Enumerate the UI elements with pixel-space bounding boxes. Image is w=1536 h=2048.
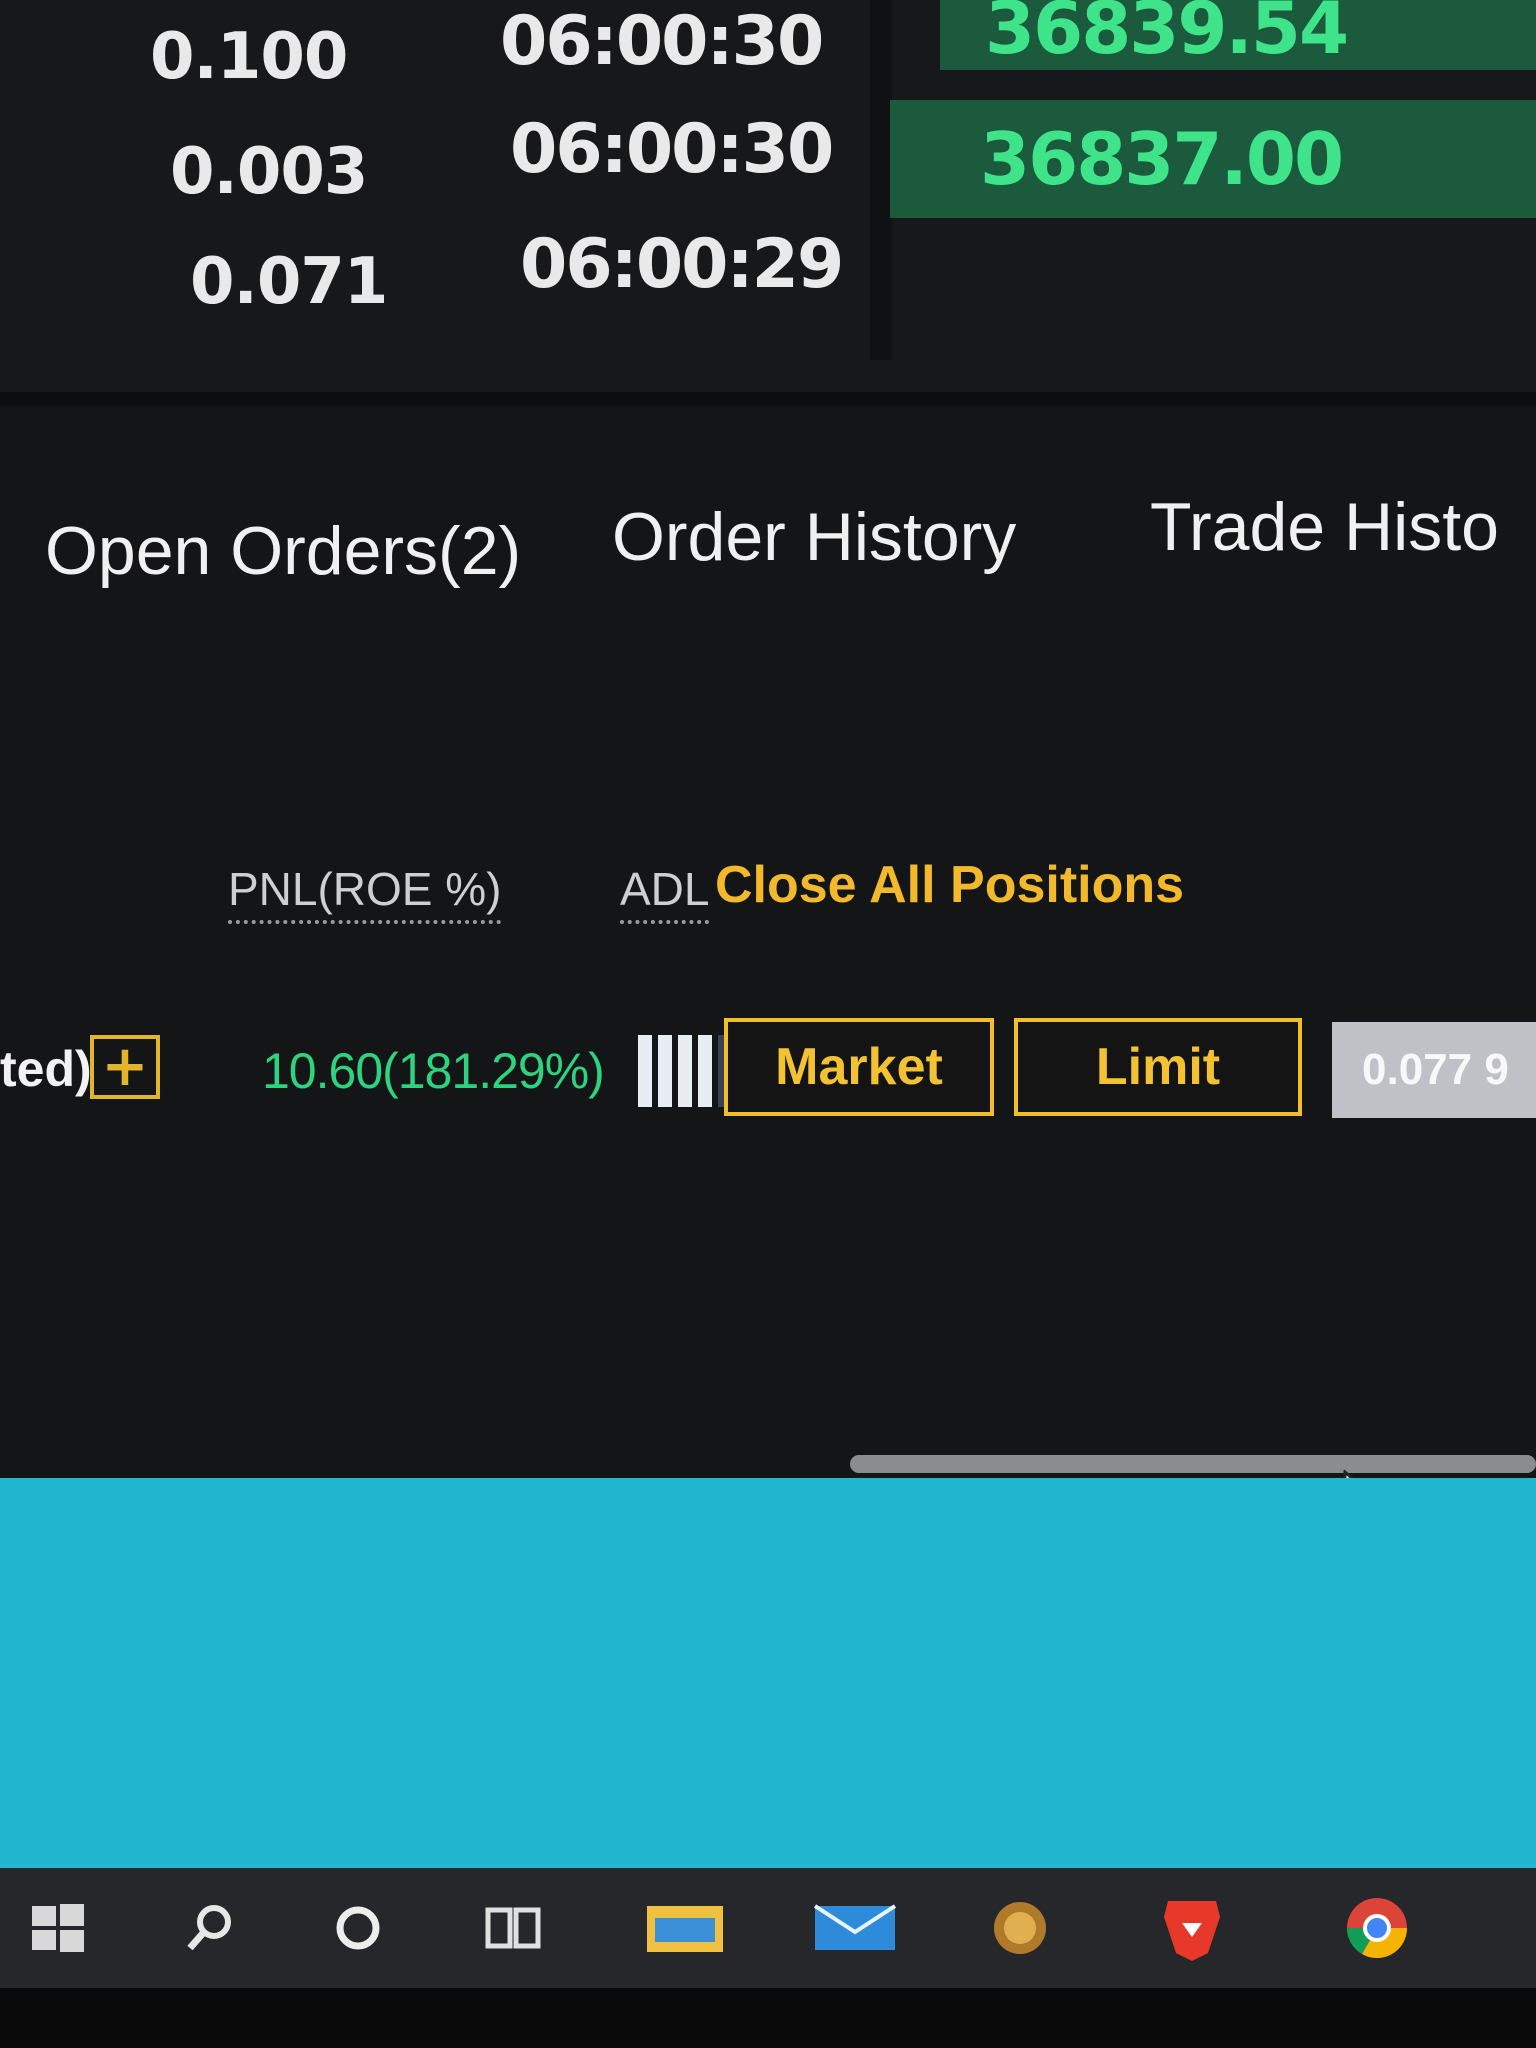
- adl-column-header[interactable]: ADL: [620, 862, 710, 924]
- desktop-background: [0, 1478, 1536, 1868]
- section-divider: [0, 392, 1536, 406]
- price-value: 36837.00: [980, 117, 1344, 201]
- trade-time: 06:00:29: [520, 225, 844, 304]
- adl-bar: [658, 1035, 672, 1107]
- trade-qty: 0.071: [190, 245, 388, 319]
- windows-taskbar: [0, 1868, 1536, 1988]
- close-price-input[interactable]: 0.077 9: [1332, 1022, 1536, 1118]
- brave-browser-icon[interactable]: [1152, 1888, 1232, 1968]
- market-close-label: Market: [775, 1038, 943, 1096]
- file-explorer-icon[interactable]: [640, 1888, 730, 1968]
- tab-trade-history[interactable]: Trade Histo: [1150, 489, 1499, 565]
- monitor-bezel: [0, 1988, 1536, 2048]
- plus-icon: +: [101, 1034, 149, 1099]
- trade-qty: 0.100: [150, 20, 348, 94]
- pnl-column-header[interactable]: PNL(ROE %): [228, 862, 502, 924]
- cortana-icon[interactable]: [318, 1888, 398, 1968]
- position-pnl: 10.60(181.29%): [262, 1043, 605, 1099]
- market-close-button[interactable]: Market: [724, 1018, 994, 1116]
- windows-start-icon[interactable]: [18, 1888, 98, 1968]
- trade-time: 06:00:30: [500, 2, 824, 81]
- limit-close-button[interactable]: Limit: [1014, 1018, 1302, 1116]
- task-view-icon[interactable]: [474, 1888, 554, 1968]
- horizontal-scrollbar[interactable]: [850, 1455, 1536, 1473]
- tab-order-history[interactable]: Order History: [612, 499, 1017, 575]
- add-margin-button[interactable]: +: [90, 1035, 160, 1099]
- close-price-value: 0.077 9: [1362, 1045, 1509, 1094]
- chrome-browser-icon[interactable]: [1332, 1888, 1422, 1968]
- recent-trades-panel: 0.100 06:00:30 0.003 06:00:30 0.071 06:0…: [0, 0, 1536, 400]
- price-value: 36839.54: [985, 0, 1349, 70]
- orders-tabbar: Open Orders(2) Order History Trade Histo: [0, 470, 1536, 600]
- mail-icon[interactable]: [810, 1888, 900, 1968]
- adl-bar: [678, 1035, 692, 1107]
- wallet-app-icon[interactable]: [980, 1888, 1060, 1968]
- tab-open-orders[interactable]: Open Orders(2): [45, 513, 522, 589]
- trade-time: 06:00:30: [510, 110, 834, 189]
- panel-divider: [870, 0, 892, 360]
- margin-mode-label: ted): [0, 1041, 92, 1097]
- adl-indicator: [638, 1035, 732, 1107]
- limit-close-label: Limit: [1095, 1038, 1221, 1096]
- price-level: 36837.00: [890, 100, 1536, 218]
- adl-bar: [638, 1035, 652, 1107]
- search-icon[interactable]: [170, 1888, 250, 1968]
- trade-qty: 0.003: [170, 135, 368, 209]
- adl-bar: [698, 1035, 712, 1107]
- close-all-positions-button[interactable]: Close All Positions: [715, 856, 1185, 914]
- price-level: 36839.54: [940, 0, 1536, 70]
